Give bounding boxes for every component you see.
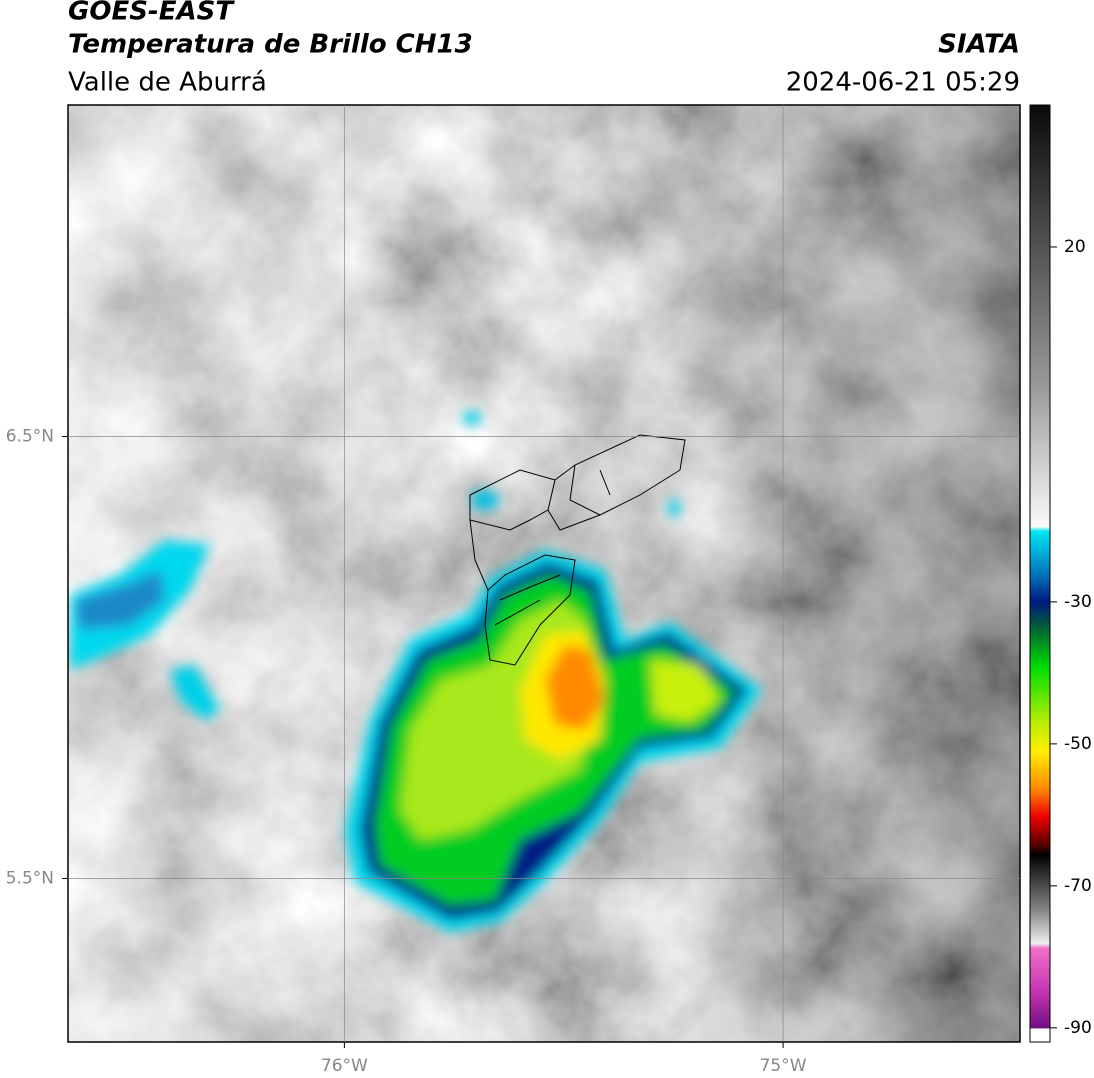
x-tick-label: 75°W	[760, 1056, 807, 1076]
satellite-image	[68, 105, 1020, 1042]
datetime: 2024-06-21 05:29	[786, 68, 1020, 98]
colorbar-tick-label: -30	[1064, 592, 1092, 612]
subtitle: Temperatura de Brillo CH13	[68, 30, 473, 60]
colorbar-tick-label: -70	[1064, 876, 1092, 896]
colorbar	[1029, 104, 1051, 1043]
map-frame	[67, 104, 1021, 1043]
colorbar-tick-label: -90	[1064, 1018, 1092, 1038]
y-tick-label: 6.5°N	[6, 426, 54, 446]
y-tick-label: 5.5°N	[6, 868, 54, 888]
colorbar-tick-label: -50	[1064, 734, 1092, 754]
colorbar-tick-label: 20	[1064, 237, 1086, 257]
region: Valle de Aburrá	[68, 68, 267, 98]
title: GOES-EAST	[68, 0, 235, 27]
admin-borders	[469, 434, 686, 666]
source: SIATA	[938, 30, 1020, 60]
x-tick-label: 76°W	[321, 1056, 368, 1076]
